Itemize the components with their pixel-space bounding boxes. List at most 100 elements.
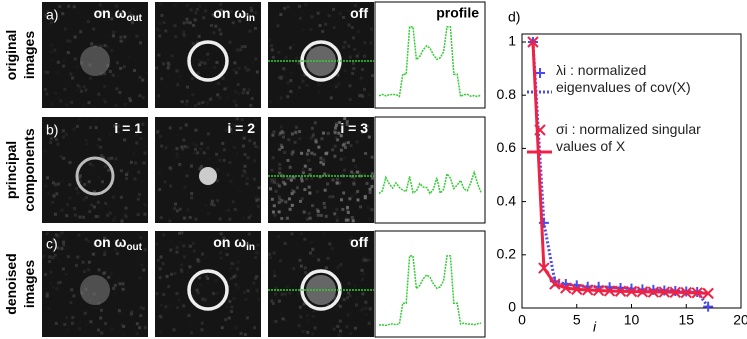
noise (237, 286, 240, 289)
noise (323, 202, 326, 205)
noise (176, 209, 179, 212)
noise (360, 77, 363, 80)
noise (89, 77, 92, 80)
noise (190, 192, 193, 195)
noise (300, 232, 303, 235)
noise (279, 259, 282, 262)
noise (361, 95, 364, 98)
noise (295, 57, 298, 60)
noise (295, 131, 298, 134)
noise (50, 59, 53, 62)
noise (236, 152, 239, 155)
noise (98, 268, 101, 271)
noise (174, 4, 177, 7)
noise (257, 146, 260, 149)
noise (226, 253, 229, 256)
noise (191, 93, 194, 96)
noise (278, 76, 281, 79)
noise (49, 282, 52, 285)
noise (193, 249, 196, 252)
y-tick-label: 0.8 (497, 86, 517, 102)
noise (65, 214, 68, 217)
noise (354, 327, 357, 330)
noise (55, 192, 58, 195)
noise (65, 316, 68, 319)
noise (339, 12, 342, 15)
noise (191, 77, 194, 80)
noise (320, 214, 323, 217)
noise (275, 18, 278, 21)
noise (177, 134, 180, 137)
noise (370, 27, 373, 30)
noise (138, 326, 141, 329)
noise (139, 76, 142, 79)
noise (125, 207, 128, 210)
noise (201, 101, 204, 104)
noise (352, 159, 355, 162)
noise (70, 101, 73, 104)
noise (100, 309, 103, 312)
noise (135, 35, 138, 38)
noise (144, 152, 147, 155)
noise (314, 121, 317, 124)
noise (228, 300, 231, 303)
noise (236, 49, 239, 52)
row-label: principal components (3, 128, 37, 211)
noise (182, 139, 185, 142)
noise (233, 61, 236, 64)
noise (197, 72, 200, 75)
noise (234, 208, 237, 211)
noise (274, 323, 277, 326)
noise (194, 11, 197, 14)
noise (82, 104, 85, 107)
noise (308, 186, 311, 189)
noise (137, 171, 140, 174)
noise (368, 218, 371, 221)
noise (272, 156, 275, 159)
noise (79, 216, 82, 219)
noise (104, 251, 107, 254)
panel-title-text: i = 2 (227, 120, 255, 136)
noise (238, 190, 241, 193)
noise (168, 74, 171, 77)
noise (219, 217, 222, 220)
noise (317, 83, 320, 86)
noise (99, 317, 102, 320)
row-label: original images (3, 30, 37, 81)
noise (268, 253, 271, 256)
noise (92, 28, 95, 31)
noise (273, 274, 276, 277)
noise (336, 219, 339, 222)
noise (272, 211, 275, 214)
noise (289, 46, 292, 49)
noise (233, 68, 236, 71)
noise (93, 205, 96, 208)
noise (176, 306, 179, 309)
noise (289, 166, 292, 169)
noise (70, 288, 73, 291)
noise (335, 208, 338, 211)
noise (333, 328, 336, 331)
noise (363, 88, 366, 91)
noise (78, 118, 81, 121)
noise (370, 185, 373, 188)
noise (303, 211, 306, 214)
noise (280, 96, 283, 99)
noise (50, 44, 53, 47)
row-label-line: images (21, 31, 37, 79)
noise (312, 133, 315, 136)
noise (97, 175, 100, 178)
noise (249, 30, 252, 33)
noise (44, 88, 47, 91)
noise (352, 67, 355, 70)
noise (100, 331, 103, 334)
noise (122, 333, 125, 336)
noise (46, 292, 49, 295)
x-tick-label: 10 (624, 312, 640, 328)
panel-title-sub: in (246, 242, 255, 253)
noise (88, 101, 91, 104)
noise (271, 198, 274, 201)
noise (124, 214, 127, 217)
x-axis-label: i (593, 319, 597, 335)
noise (88, 261, 91, 264)
